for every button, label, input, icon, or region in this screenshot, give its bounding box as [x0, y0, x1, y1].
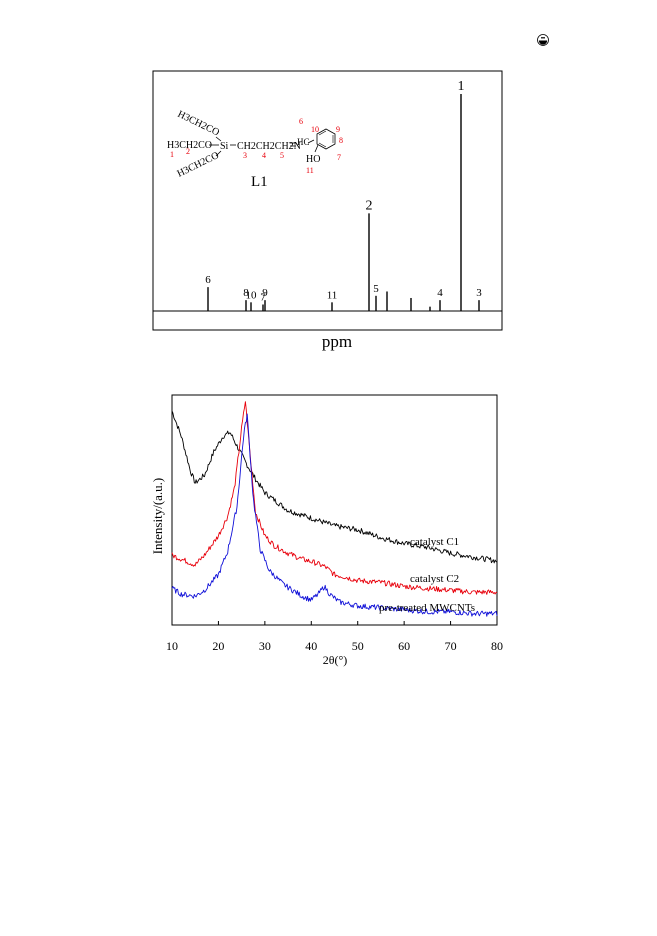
nmr-x-axis-label: ppm	[322, 332, 352, 351]
xrd-series-line	[171, 410, 498, 564]
atom-number: 9	[336, 125, 340, 134]
atom-number: 5	[280, 151, 284, 160]
atom-number: 10	[311, 125, 319, 134]
nmr-peak-label: 1	[458, 79, 465, 94]
xrd-x-tick-label: 60	[398, 639, 410, 653]
atom-number: 8	[339, 136, 343, 145]
xrd-x-tick-label: 10	[166, 639, 178, 653]
xrd-series-line	[171, 401, 498, 595]
circled-logo-icon	[537, 34, 549, 46]
ethoxy-group-top: H3CH2CO	[176, 109, 221, 139]
nmr-peak-label: 10	[246, 289, 258, 301]
ethoxy-group-middle: H3CH2CO	[167, 140, 212, 151]
nmr-peak-label: 2	[366, 198, 373, 213]
atom-number: 11	[306, 166, 314, 175]
xrd-x-tick-label: 40	[305, 639, 317, 653]
propyl-chain: CH2CH2CH2N	[237, 141, 301, 152]
atom-number: 7	[337, 153, 341, 162]
ligand-label: L1	[251, 174, 268, 190]
xrd-x-tick-label: 50	[352, 639, 364, 653]
series-label-catalyst-c2: catalyst C2	[410, 573, 459, 585]
structure-diagram: H3CH2CO H3CH2CO H3CH2CO Si CH2CH2CH2N HC…	[167, 109, 343, 190]
nmr-peak-label: 8	[243, 287, 249, 299]
nmr-peak-label: 11	[327, 289, 338, 301]
xrd-x-tick-label: 80	[491, 639, 503, 653]
xrd-x-tick-label: 30	[259, 639, 271, 653]
series-label-pre-treated-mwcnts: pre-treated MWCNTs	[379, 602, 475, 614]
xrd-x-tick-label: 20	[212, 639, 224, 653]
nmr-peak-label: 9	[262, 287, 268, 299]
nmr-peak-label: 6	[205, 274, 211, 286]
xrd-y-axis-label: Intensity/(a.u.)	[150, 478, 165, 555]
silicon-atom: Si	[220, 141, 229, 152]
xrd-x-axis-label: 2θ(°)	[323, 653, 348, 667]
xrd-x-tick-label: 70	[445, 639, 457, 653]
atom-number: 3	[243, 151, 247, 160]
atom-number: 1	[170, 150, 174, 159]
ethoxy-group-bottom: H3CH2CO	[175, 150, 220, 180]
series-label-catalyst-c1: catalyst C1	[410, 536, 459, 548]
imine-carbon: HC	[297, 137, 310, 147]
hydroxyl-group: HO	[306, 154, 320, 165]
atom-number: 4	[262, 151, 266, 160]
xrd-plot-frame	[171, 394, 498, 626]
benzene-ring	[316, 128, 336, 150]
nmr-peak-label: 5	[373, 283, 379, 295]
nmr-plot-frame	[152, 70, 503, 331]
xrd-series-group	[171, 401, 498, 617]
atom-number: 6	[299, 117, 303, 126]
atom-number-labels: 1 2 3 4 5 6 7 8 9 10 11	[170, 117, 343, 175]
nmr-peak-label: 3	[476, 287, 482, 299]
nmr-peak-label: 7	[260, 291, 266, 303]
atom-number: 2	[186, 147, 190, 156]
xrd-x-ticks: 10 20 30 40 50 60 70 80	[166, 621, 503, 653]
xrd-series-line	[171, 413, 498, 617]
xrd-chart: 10 20 30 40 50 60 70 80 2θ(°) Intensity/(a.u.) …	[150, 394, 503, 667]
nmr-peak-label: 4	[437, 287, 443, 299]
